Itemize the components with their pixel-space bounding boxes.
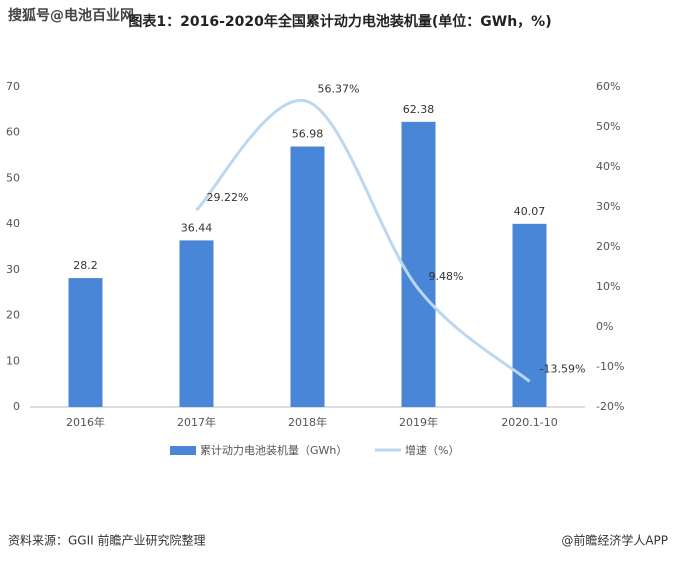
bar-label: 40.07: [514, 205, 546, 218]
y-tick-label: 20: [6, 309, 20, 322]
legend-label: 累计动力电池装机量（GWh）: [200, 443, 347, 457]
line-label: 29.22%: [207, 191, 249, 204]
y-tick-label: 70: [6, 80, 20, 93]
y2-tick-label: -10%: [596, 360, 624, 373]
bar: [401, 121, 436, 407]
y2-tick-label: 50%: [596, 120, 620, 133]
bar-label: 56.98: [292, 128, 324, 141]
legend-swatch: [170, 446, 196, 455]
bar-label: 36.44: [181, 221, 213, 234]
bar: [512, 223, 547, 407]
y2-tick-label: -20%: [596, 400, 624, 413]
y-tick-label: 60: [6, 126, 20, 139]
source: 资料来源：GGII 前瞻产业研究院整理: [8, 533, 206, 548]
credit: @前瞻经济学人APP: [561, 533, 668, 548]
line-label: -13.59%: [540, 362, 586, 375]
y-tick-label: 10: [6, 354, 20, 367]
chart-title: 图表1：2016-2020年全国累计动力电池装机量(单位：GWh，%): [128, 13, 551, 30]
x-tick-label: 2018年: [288, 415, 327, 429]
y-tick-label: 30: [6, 263, 20, 276]
x-tick-label: 2020.1-10: [501, 416, 557, 429]
y2-tick-label: 20%: [596, 240, 620, 253]
bar-label: 28.2: [73, 259, 98, 272]
bar: [179, 240, 214, 407]
y2-tick-label: 40%: [596, 160, 620, 173]
bar: [68, 278, 103, 407]
legend-label: 增速（%）: [405, 443, 459, 457]
y-tick-label: 50: [6, 171, 20, 184]
y2-tick-label: 30%: [596, 200, 620, 213]
y-tick-label: 0: [13, 400, 20, 413]
bar-label: 62.38: [403, 103, 435, 116]
x-tick-label: 2019年: [399, 415, 438, 429]
line-label: 9.48%: [429, 270, 464, 283]
x-tick-label: 2016年: [66, 415, 105, 429]
y2-tick-label: 60%: [596, 80, 620, 93]
watermark: 搜狐号@电池百业网: [8, 7, 134, 24]
y2-tick-label: 0%: [596, 320, 613, 333]
line-label: 56.37%: [318, 83, 360, 96]
y-tick-label: 40: [6, 217, 20, 230]
x-tick-label: 2017年: [177, 415, 216, 429]
y2-tick-label: 10%: [596, 280, 620, 293]
line: [195, 98, 531, 383]
bar: [290, 146, 325, 407]
